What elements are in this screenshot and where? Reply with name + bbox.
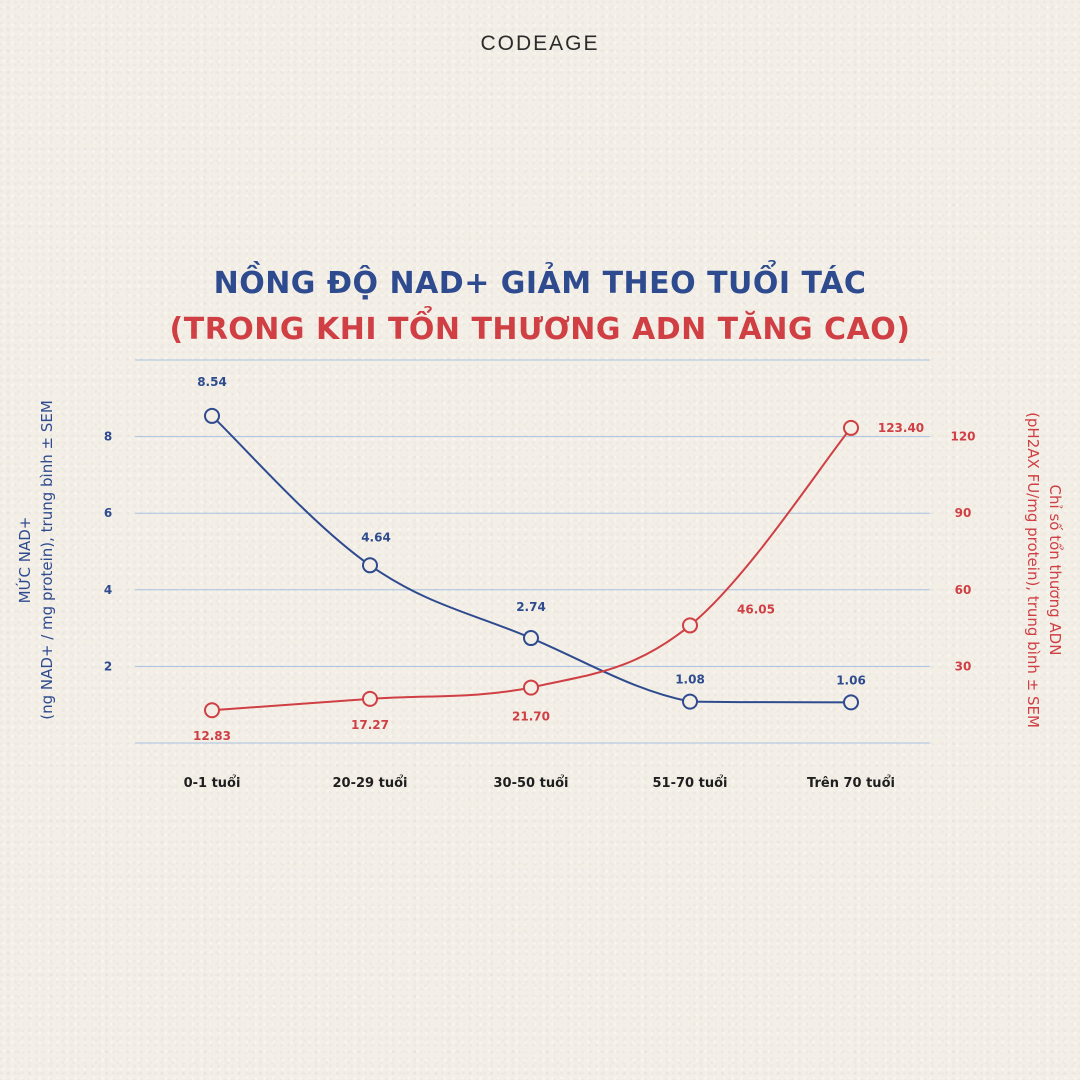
series-points <box>204 407 859 719</box>
dna-damage-data-label: 17.27 <box>351 718 389 732</box>
x-axis-tick: Trên 70 tuổi <box>807 775 895 791</box>
nad-data-point <box>362 557 378 574</box>
left-axis-tick: 4 <box>104 583 112 597</box>
nad-data-point <box>204 407 220 424</box>
right-axis-tick: 90 <box>955 506 972 520</box>
data-labels: 8.54 4.64 2.74 1.08 1.06 12.83 17.27 21.70 46.05… <box>193 375 924 743</box>
x-axis-tick: 20-29 tuổi <box>333 775 408 791</box>
nad-data-label: 8.54 <box>197 375 227 389</box>
nad-data-label: 1.06 <box>836 673 866 687</box>
right-axis-tick: 30 <box>955 659 972 673</box>
left-axis-tick: 6 <box>104 506 112 520</box>
x-axis-tick: 51-70 tuổi <box>653 775 728 791</box>
dna-damage-data-point <box>204 702 220 719</box>
left-axis-tick: 2 <box>104 659 112 673</box>
nad-data-point <box>523 630 539 647</box>
nad-series-line <box>211 415 852 704</box>
right-axis-tick: 120 <box>950 430 975 444</box>
axis-ticks: 2 4 6 8 30 60 90 120 0-1 tuổi 20-29 tuổi 30-50 tuổ… <box>104 430 976 791</box>
right-axis-tick: 60 <box>955 583 972 597</box>
dna-damage-data-point <box>682 617 698 634</box>
nad-data-label: 2.74 <box>516 600 546 614</box>
chart-title: NỒNG ĐỘ NAD+ GIẢM THEO TUỔI TÁC <box>213 266 867 301</box>
chart-subtitle: (TRONG KHI TỔN THƯƠNG ADN TĂNG CAO) <box>169 312 911 347</box>
dna-damage-series-line <box>211 427 852 712</box>
dna-damage-data-point <box>523 679 539 696</box>
dna-damage-data-label: 12.83 <box>193 729 231 743</box>
grid-layer <box>135 359 930 744</box>
nad-data-point <box>682 693 698 710</box>
nad-data-label: 4.64 <box>361 530 391 544</box>
brand-logo: CODEAGE <box>480 32 600 55</box>
dna-damage-data-label: 21.70 <box>512 710 550 724</box>
x-axis-tick: 0-1 tuổi <box>184 775 241 791</box>
nad-data-label: 1.08 <box>675 673 705 687</box>
x-axis-tick: 30-50 tuổi <box>494 775 569 791</box>
dna-damage-data-label: 46.05 <box>737 602 775 616</box>
dna-damage-data-point <box>843 419 859 436</box>
dna-damage-data-point <box>362 690 378 707</box>
left-axis-tick: 8 <box>104 430 112 444</box>
nad-data-point <box>843 694 859 711</box>
dna-damage-data-label: 123.40 <box>878 421 924 435</box>
